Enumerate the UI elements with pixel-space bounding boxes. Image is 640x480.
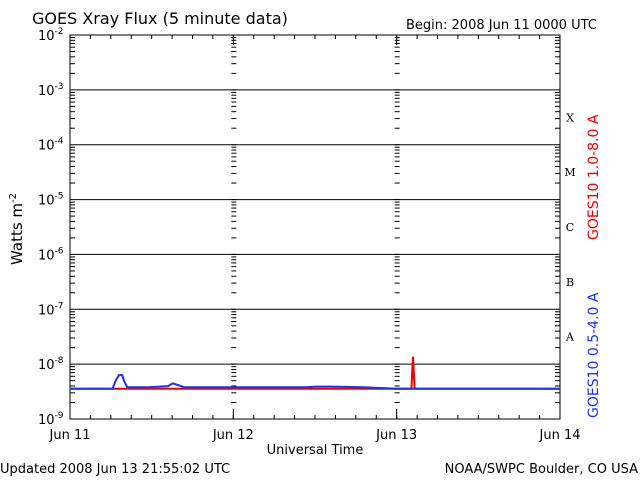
axis-ticks (69, 35, 561, 419)
flare-class-c: C (566, 221, 574, 234)
x-axis-labels: Jun 11 Jun 12 Jun 13 Jun 14 (49, 428, 581, 443)
x-tick-label: Jun 12 (212, 428, 254, 443)
flare-class-x: X (566, 111, 574, 124)
credit-label: NOAA/SWPC Boulder, CO USA (445, 462, 638, 477)
y-tick-label: 10-8 (38, 356, 64, 373)
y-tick-label: 10-3 (38, 82, 64, 99)
grid (70, 37, 560, 420)
chart-title: GOES Xray Flux (5 minute data) (32, 9, 288, 28)
y-axis-labels: 10-2 10-3 10-4 10-5 10-6 10-7 10-8 10-9 (38, 27, 64, 428)
y-tick-label: 10-9 (38, 411, 64, 428)
x-tick-label: Jun 13 (375, 428, 417, 443)
y-tick-label: 10-7 (38, 301, 64, 318)
y-tick-label: 10-5 (38, 192, 64, 209)
flare-class-labels: X M C B A (564, 111, 575, 343)
x-tick-label: Jun 14 (539, 428, 581, 443)
x-tick-label: Jun 11 (49, 428, 91, 443)
begin-label: Begin: 2008 Jun 11 0000 UTC (406, 18, 597, 33)
flare-class-a: A (565, 331, 575, 344)
plot-frame (69, 34, 561, 420)
x-axis-label: Universal Time (267, 443, 364, 458)
updated-timestamp: Updated 2008 Jun 13 21:55:02 UTC (0, 462, 230, 477)
series-line-red (70, 356, 560, 390)
y-tick-label: 10-4 (38, 137, 64, 154)
series-line-blue (70, 374, 560, 390)
flare-class-b: B (566, 276, 574, 289)
y-axis-label: Watts m-2 (8, 193, 26, 265)
y-tick-label: 10-6 (38, 246, 64, 263)
legend-series-red: GOES10 1.0-8.0 A (586, 114, 602, 240)
data-series (70, 356, 560, 390)
y-tick-label: 10-2 (38, 27, 64, 44)
flare-class-m: M (564, 166, 575, 179)
legend-series-blue: GOES10 0.5-4.0 A (586, 292, 602, 418)
